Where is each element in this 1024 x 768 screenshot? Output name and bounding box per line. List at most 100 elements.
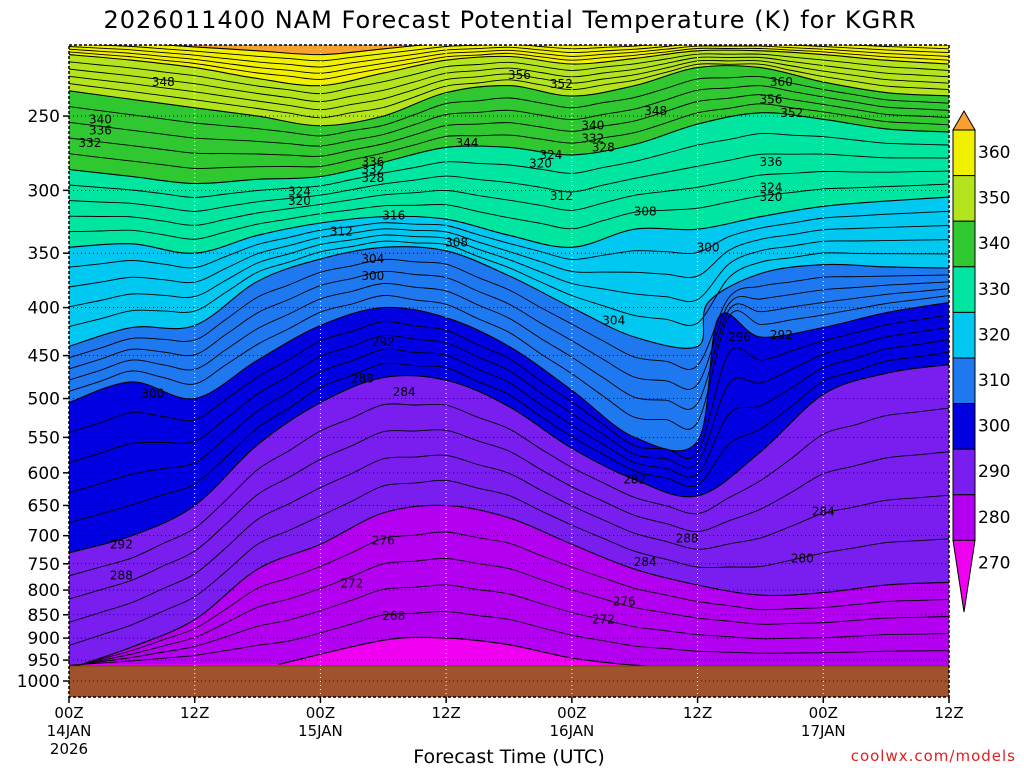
isentrope-line bbox=[69, 558, 949, 668]
contour-label: 284 bbox=[812, 505, 835, 519]
isentrope-310 bbox=[69, 246, 949, 349]
isentrope-line bbox=[69, 170, 949, 226]
isentrope-line bbox=[69, 295, 949, 430]
isentrope-360 bbox=[156, 45, 949, 56]
colorbar-label: 310 bbox=[978, 371, 1010, 391]
isentrope-line bbox=[69, 103, 949, 169]
x-tick-time: 00Z bbox=[557, 704, 586, 722]
isentrope-line bbox=[69, 339, 949, 494]
y-tick-label: 850 bbox=[28, 606, 60, 626]
contour-label: 340 bbox=[89, 112, 112, 126]
isentrope-line bbox=[69, 94, 949, 157]
colorbar-label: 360 bbox=[978, 143, 1010, 163]
contour-lines bbox=[69, 45, 949, 697]
x-tick-time: 12Z bbox=[934, 704, 963, 722]
y-tick-label: 800 bbox=[28, 581, 60, 601]
contour-label: 316 bbox=[382, 208, 405, 222]
isentrope-line bbox=[69, 240, 949, 328]
x-tick-time: 12Z bbox=[431, 704, 460, 722]
contour-label: 300 bbox=[361, 269, 384, 283]
contour-label: 340 bbox=[581, 119, 604, 133]
contour-label: 284 bbox=[393, 385, 416, 399]
isentrope-line bbox=[69, 63, 949, 119]
colorbar-legend: 360 350 340 330 320 310 300 290 280 270 bbox=[952, 110, 1010, 613]
isentrope-line bbox=[69, 75, 949, 137]
contour-label: 352 bbox=[780, 106, 803, 120]
contour-label: 292 bbox=[770, 328, 793, 342]
colorbar-swatch bbox=[952, 448, 976, 496]
colorbar-label: 290 bbox=[978, 462, 1010, 482]
plot-area bbox=[69, 45, 949, 697]
isentrope-line bbox=[69, 234, 949, 308]
x-tick-date: 14JAN bbox=[47, 722, 92, 740]
y-tick-label: 900 bbox=[28, 629, 60, 649]
contour-label: 282 bbox=[623, 473, 646, 487]
contour-label: 304 bbox=[602, 314, 625, 328]
isentrope-line bbox=[69, 56, 949, 103]
credit-text: coolwx.com/models bbox=[851, 747, 1016, 765]
chart-title: 2026011400 NAM Forecast Potential Temper… bbox=[103, 6, 916, 34]
contour-label: 332 bbox=[361, 162, 384, 176]
ground-terrain bbox=[69, 666, 949, 697]
x-tick-time: 12Z bbox=[180, 704, 209, 722]
contour-label: 308 bbox=[445, 236, 468, 250]
isentrope-line bbox=[69, 454, 949, 623]
contour-label: 320 bbox=[288, 194, 311, 208]
isentrope-line bbox=[69, 270, 949, 390]
x-tick-year: 2026 bbox=[50, 740, 88, 758]
y-tick-label: 550 bbox=[28, 428, 60, 448]
colorbar-label: 270 bbox=[978, 553, 1010, 573]
y-tick-label: 350 bbox=[28, 244, 60, 264]
contour-label: 276 bbox=[372, 533, 395, 547]
isentrope-line bbox=[69, 403, 949, 577]
y-tick-label: 300 bbox=[28, 181, 60, 201]
colorbar-label: 350 bbox=[978, 189, 1010, 209]
colorbar-swatch bbox=[952, 129, 976, 177]
isentrope-line bbox=[69, 429, 949, 600]
isentrope-line bbox=[86, 45, 949, 62]
contour-label: 352 bbox=[550, 77, 573, 91]
contour-label: 300 bbox=[141, 387, 164, 401]
colorbar-label: 320 bbox=[978, 325, 1010, 345]
x-tick-date: 17JAN bbox=[801, 722, 846, 740]
isentrope-300 bbox=[69, 301, 949, 452]
contour-label: 336 bbox=[89, 123, 112, 137]
contour-label: 348 bbox=[152, 75, 175, 89]
colorbar-label: 340 bbox=[978, 234, 1010, 254]
x-tick-date: 15JAN bbox=[298, 722, 343, 740]
contour-label: 292 bbox=[372, 335, 395, 349]
contour-label: 324 bbox=[539, 148, 562, 162]
isentrope-340 bbox=[69, 65, 949, 127]
isentrope-line bbox=[69, 314, 949, 459]
colorbar-swatch bbox=[952, 220, 976, 268]
colorbar-label: 330 bbox=[978, 280, 1010, 300]
contour-label: 280 bbox=[791, 551, 814, 565]
y-tick-label: 700 bbox=[28, 527, 60, 547]
isentrope-line bbox=[69, 531, 949, 669]
colorbar-swatch bbox=[952, 266, 976, 313]
contour-label: 312 bbox=[330, 225, 353, 239]
x-tick-time: 12Z bbox=[683, 704, 712, 722]
isentrope-line bbox=[69, 326, 949, 469]
y-tick-label: 750 bbox=[28, 555, 60, 575]
isentrope-line bbox=[69, 153, 949, 212]
contour-label: 276 bbox=[613, 595, 636, 609]
isentrope-line bbox=[69, 47, 949, 80]
isentrope-line bbox=[69, 282, 949, 410]
isentrope-290 bbox=[69, 364, 949, 554]
contour-label: 348 bbox=[644, 104, 667, 118]
contour-label: 320 bbox=[529, 157, 552, 171]
contour-label: 356 bbox=[508, 68, 531, 82]
contour-label: 288 bbox=[351, 371, 374, 385]
band-fill-280 bbox=[69, 505, 949, 697]
colorbar-swatch bbox=[952, 494, 976, 541]
x-tick-date: 16JAN bbox=[549, 722, 594, 740]
y-tick-label: 500 bbox=[28, 390, 60, 410]
contour-label: 344 bbox=[456, 136, 479, 150]
x-tick-time: 00Z bbox=[306, 704, 335, 722]
x-tick-time: 00Z bbox=[809, 704, 838, 722]
isentrope-320 bbox=[69, 196, 949, 254]
contour-label: 356 bbox=[759, 92, 782, 106]
isentrope-330 bbox=[69, 112, 949, 185]
